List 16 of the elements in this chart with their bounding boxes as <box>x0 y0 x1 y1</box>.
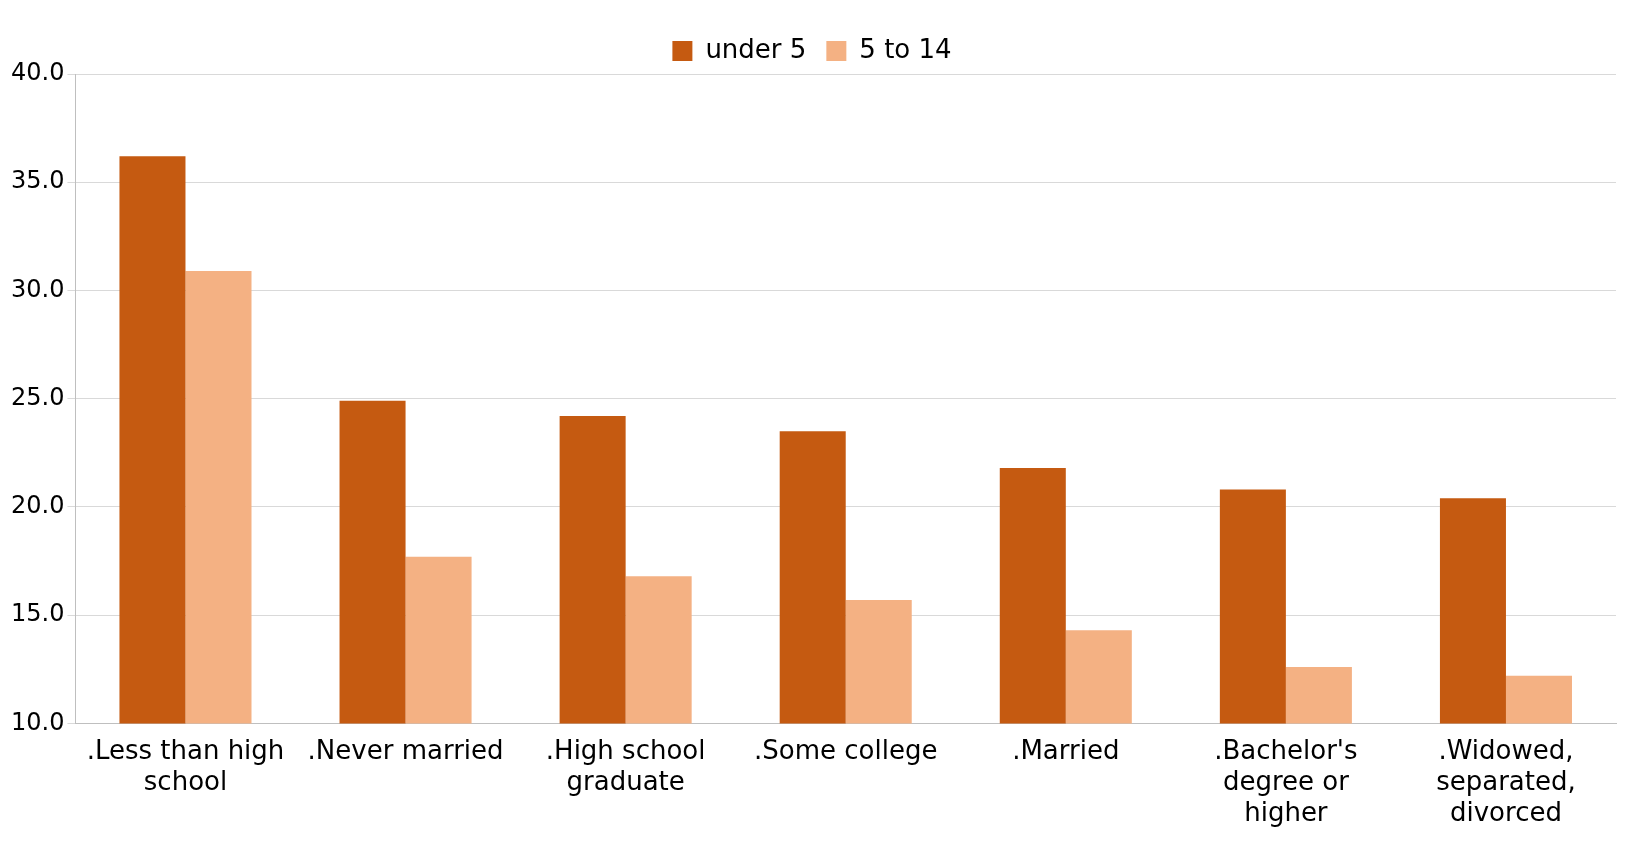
x-tick-label: .Bachelor's degree or higher <box>1214 734 1358 828</box>
x-tick-label: .High school graduate <box>545 734 706 796</box>
y-tick-label: 40.0 <box>11 58 65 87</box>
y-tick-label: 25.0 <box>11 382 65 411</box>
y-tick-label: 20.0 <box>11 491 65 520</box>
y-tick-label: 10.0 <box>11 707 65 736</box>
legend-label: 5 to 14 <box>859 33 952 64</box>
legend-label: under 5 <box>705 33 807 64</box>
y-tick-label: 35.0 <box>11 166 65 195</box>
x-tick-label: .Married <box>1012 734 1120 765</box>
x-tick-label: .Less than high school <box>86 734 285 796</box>
y-tick-label: 15.0 <box>11 599 65 628</box>
y-tick-label: 30.0 <box>11 274 65 303</box>
x-tick-label: .Widowed, separated, divorced <box>1436 734 1576 828</box>
x-tick-label: .Some college <box>754 734 938 765</box>
x-tick-label: .Never married <box>307 734 504 765</box>
